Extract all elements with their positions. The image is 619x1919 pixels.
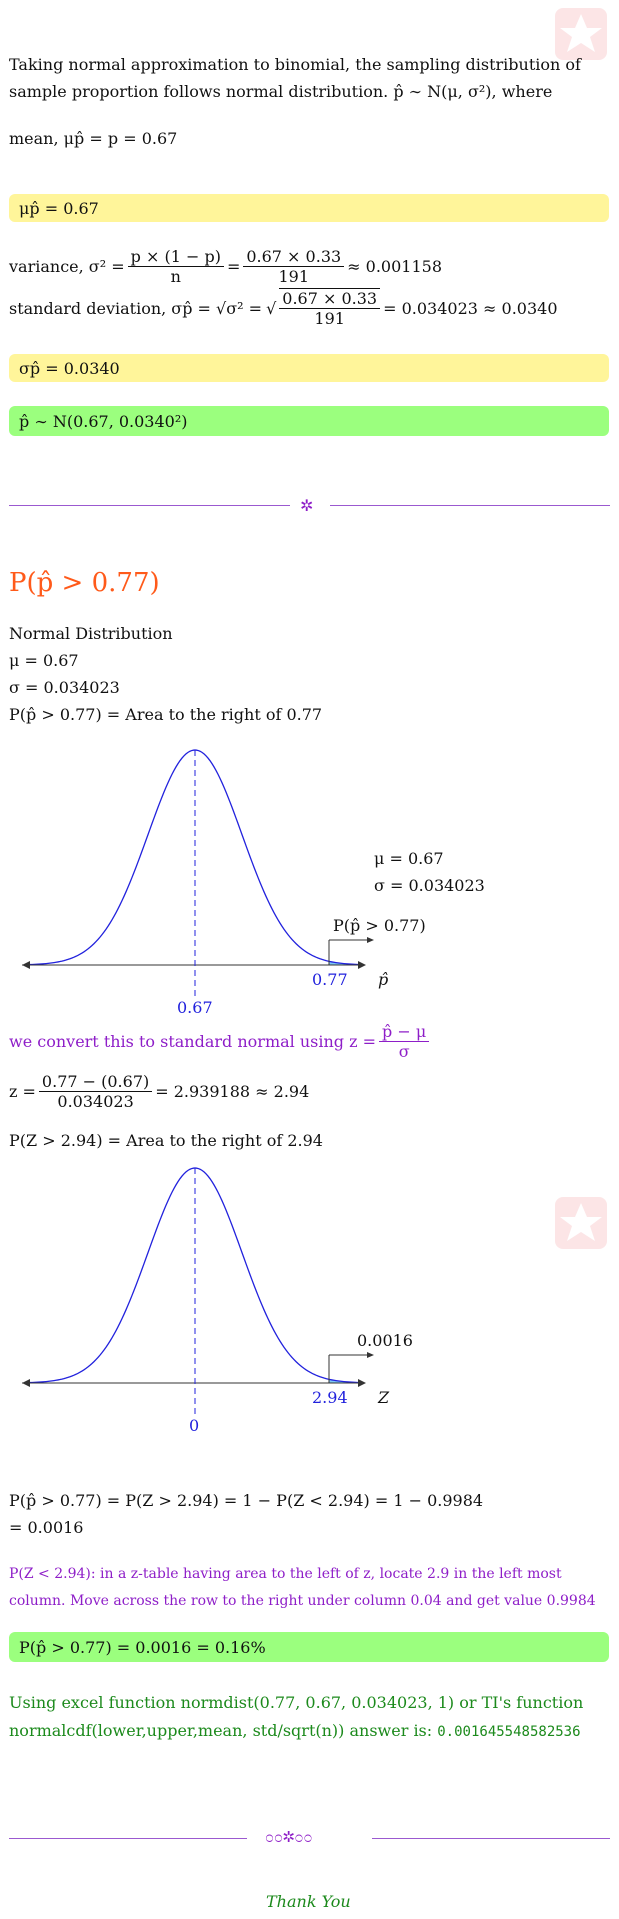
sd-result: = 0.034023 ≈ 0.0340 xyxy=(383,298,558,318)
excel-line-1: Using excel function normdist(0.77, 0.67… xyxy=(9,1693,584,1712)
excel-answer-value: 0.001645548582536 xyxy=(437,1724,581,1740)
z-calc-num: 0.77 − (0.67) xyxy=(38,1072,153,1093)
z-calc-line: z = 0.77 − (0.67) 0.034023 = 2.939188 ≈ … xyxy=(9,1072,309,1111)
variance-line: variance, σ² = p × (1 − p) n = 0.67 × 0.… xyxy=(9,247,442,286)
variance-frac2-den: 191 xyxy=(278,267,310,287)
convert-line: we convert this to standard normal using… xyxy=(9,1022,432,1061)
chart2-axis-arrow-left xyxy=(22,1379,30,1387)
excel-line-2: normalcdf(lower,upper,mean, std/sqrt(n))… xyxy=(9,1721,581,1741)
mean-highlight-box: μp̂ = 0.67 xyxy=(9,194,609,222)
params-line-2: μ = 0.67 xyxy=(9,651,79,670)
answer-box: P(p̂ > 0.77) = 0.0016 = 0.16% xyxy=(9,1632,609,1662)
ztable-note-line-1: P(Z < 2.94): in a z-table having area to… xyxy=(9,1566,562,1582)
watermark-logo-middle xyxy=(553,1195,609,1255)
chart2-tick-value: 2.94 xyxy=(312,1388,348,1407)
z-calc-fraction: 0.77 − (0.67) 0.034023 xyxy=(38,1072,153,1112)
separator-right xyxy=(330,505,610,506)
distribution-text: p̂ ∼ N(0.67, 0.0340²) xyxy=(19,411,188,431)
chart1-axis-arrow-left xyxy=(22,961,30,969)
question-title: P(p̂ > 0.77) xyxy=(9,568,160,598)
chart1-mean-value: 0.67 xyxy=(177,998,213,1017)
watermark-logo-top xyxy=(553,6,609,66)
z-calc-den: 0.034023 xyxy=(57,1092,134,1112)
params-line-1: Normal Distribution xyxy=(9,624,173,643)
mean-highlight-text: μp̂ = 0.67 xyxy=(19,198,99,218)
distribution-box: p̂ ∼ N(0.67, 0.0340²) xyxy=(9,406,609,436)
variance-fraction-2: 0.67 × 0.33 191 xyxy=(243,247,345,287)
mean-line: mean, μp̂ = p = 0.67 xyxy=(9,129,178,148)
sqrt-sign: √ xyxy=(266,298,277,318)
chart2-bracket-arrow xyxy=(367,1352,374,1358)
params-line-3: σ = 0.034023 xyxy=(9,678,120,697)
chart2-prob-label: 0.0016 xyxy=(357,1331,413,1350)
intro-line-1: Taking normal approximation to binomial,… xyxy=(9,55,581,74)
chart1-prob-label: P(p̂ > 0.77) xyxy=(333,916,426,935)
excel-line-2-text: normalcdf(lower,upper,mean, std/sqrt(n))… xyxy=(9,1721,433,1740)
result-line-1: P(p̂ > 0.77) = P(Z > 2.94) = 1 − P(Z < 2… xyxy=(9,1491,484,1510)
z-calc-result: = 2.939188 ≈ 2.94 xyxy=(155,1082,310,1102)
separator-left xyxy=(9,505,290,506)
chart1-axis-arrow-right xyxy=(358,961,366,969)
variance-frac1-den: n xyxy=(170,267,181,287)
sd-line: standard deviation, σp̂ = √σ² = √ 0.67 ×… xyxy=(9,288,558,328)
sd-highlight-box: σp̂ = 0.0340 xyxy=(9,354,609,382)
convert-text: we convert this to standard normal using… xyxy=(9,1032,377,1052)
chart2-shaded-tail xyxy=(329,1379,360,1383)
thank-you-text: Thank You xyxy=(266,1892,351,1911)
z-calc-prefix: z = xyxy=(9,1082,36,1102)
chart1-shaded-tail xyxy=(329,961,360,965)
sd-frac-num: 0.67 × 0.33 xyxy=(279,289,381,310)
variance-equals: = xyxy=(226,257,241,277)
chart1-sigma-label: σ = 0.034023 xyxy=(374,876,485,895)
bottom-separator-left xyxy=(9,1838,247,1839)
intro-line-2: sample proportion follows normal distrib… xyxy=(9,82,553,101)
variance-frac2-num: 0.67 × 0.33 xyxy=(243,247,345,268)
ztable-note-line-2: column. Move across the row to the right… xyxy=(9,1593,596,1609)
convert-fraction: p̂ − μ σ xyxy=(379,1022,430,1062)
variance-result: ≈ 0.001158 xyxy=(347,257,443,277)
chart1-bracket-arrow xyxy=(367,937,374,943)
chart2-mean-value: 0 xyxy=(189,1416,199,1435)
normal-curve-chart-2: 0.0016 2.94 0 Z xyxy=(22,1167,413,1435)
bottom-ornament-icon: ೦೦✲೦೦ xyxy=(265,1827,313,1846)
convert-frac-num: p̂ − μ xyxy=(379,1022,430,1043)
variance-prefix: variance, σ² = xyxy=(9,257,125,277)
bottom-separator-right xyxy=(372,1838,610,1839)
answer-text: P(p̂ > 0.77) = 0.0016 = 0.16% xyxy=(19,1637,266,1657)
convert-frac-den: σ xyxy=(398,1042,410,1062)
sd-fraction: 0.67 × 0.33 191 xyxy=(279,288,381,329)
normal-curve-chart-1: μ = 0.67 σ = 0.034023 P(p̂ > 0.77) 0.77 … xyxy=(22,749,485,1017)
sd-frac-den: 191 xyxy=(314,309,345,329)
sd-prefix: standard deviation, σp̂ = √σ² = xyxy=(9,298,263,318)
separator-ornament-icon: ✲ xyxy=(300,496,314,515)
chart2-axis-label: Z xyxy=(377,1388,390,1407)
chart1-axis-label: p̂ xyxy=(378,970,388,989)
params-line-4: P(p̂ > 0.77) = Area to the right of 0.77 xyxy=(9,705,323,724)
chart1-mu-label: μ = 0.67 xyxy=(374,849,444,868)
chart2-axis-arrow-right xyxy=(358,1379,366,1387)
chart1-tick-value: 0.77 xyxy=(312,970,348,989)
variance-fraction-1: p × (1 − p) n xyxy=(127,247,224,287)
pz-line: P(Z > 2.94) = Area to the right of 2.94 xyxy=(9,1131,323,1150)
variance-frac1-num: p × (1 − p) xyxy=(127,247,224,268)
result-line-2: = 0.0016 xyxy=(9,1518,84,1537)
sd-highlight-text: σp̂ = 0.0340 xyxy=(19,358,120,378)
